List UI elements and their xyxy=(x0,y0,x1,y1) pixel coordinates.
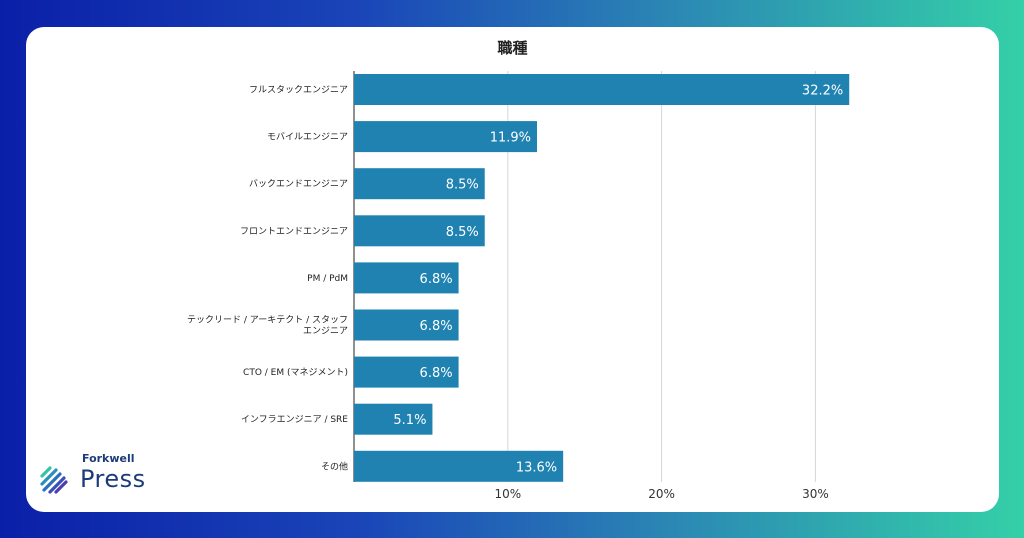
bar-value-label: 5.1% xyxy=(393,413,426,428)
bar xyxy=(354,356,459,388)
x-tick-label: 20% xyxy=(648,487,675,501)
category-label: フロントエンドエンジニア xyxy=(240,227,348,237)
bar xyxy=(354,403,433,435)
logo-big-text: Press xyxy=(80,465,146,493)
bar-value-label: 8.5% xyxy=(446,225,479,240)
bar-value-label: 6.8% xyxy=(420,272,453,287)
x-tick-label: 10% xyxy=(494,487,521,501)
category-label: バックエンドエンジニア xyxy=(249,179,348,190)
category-label: テックリード / アーキテクト / スタッフエンジニア xyxy=(187,315,348,337)
category-label: PM / PdM xyxy=(307,274,348,284)
bar-value-label: 13.6% xyxy=(516,460,557,475)
chart-card: 10% 20% 30% 32.2% フルスタックエンジニア 11.9% モバイルエンジニア 8… xyxy=(26,27,999,512)
bar xyxy=(354,168,485,200)
bar xyxy=(354,262,459,294)
bar xyxy=(354,215,485,247)
bar-value-label: 6.8% xyxy=(420,366,453,381)
bar xyxy=(354,74,850,105)
bar-value-label: 8.5% xyxy=(446,178,479,193)
logo-small-text: Forkwell xyxy=(82,452,135,465)
bar xyxy=(354,121,538,153)
x-tick-label: 30% xyxy=(802,487,829,501)
chart-title: 職種 xyxy=(497,39,528,57)
category-label: CTO / EM (マネジメント) xyxy=(243,367,348,378)
bar-value-label: 11.9% xyxy=(490,131,531,146)
bar-chart: 10% 20% 30% 32.2% フルスタックエンジニア 11.9% モバイルエンジニア 8… xyxy=(187,71,850,501)
bar xyxy=(354,450,564,482)
forkwell-press-logo: Forkwell Press xyxy=(38,452,158,502)
forkwell-logo-mark-icon xyxy=(40,466,68,494)
category-label: その他 xyxy=(321,460,348,472)
bar-value-label: 32.2% xyxy=(802,84,843,99)
category-label: フルスタックエンジニア xyxy=(249,85,348,96)
category-label: インフラエンジニア / SRE xyxy=(241,414,348,425)
bar xyxy=(354,309,459,341)
category-label: モバイルエンジニア xyxy=(267,132,348,143)
bar-value-label: 6.8% xyxy=(420,319,453,334)
